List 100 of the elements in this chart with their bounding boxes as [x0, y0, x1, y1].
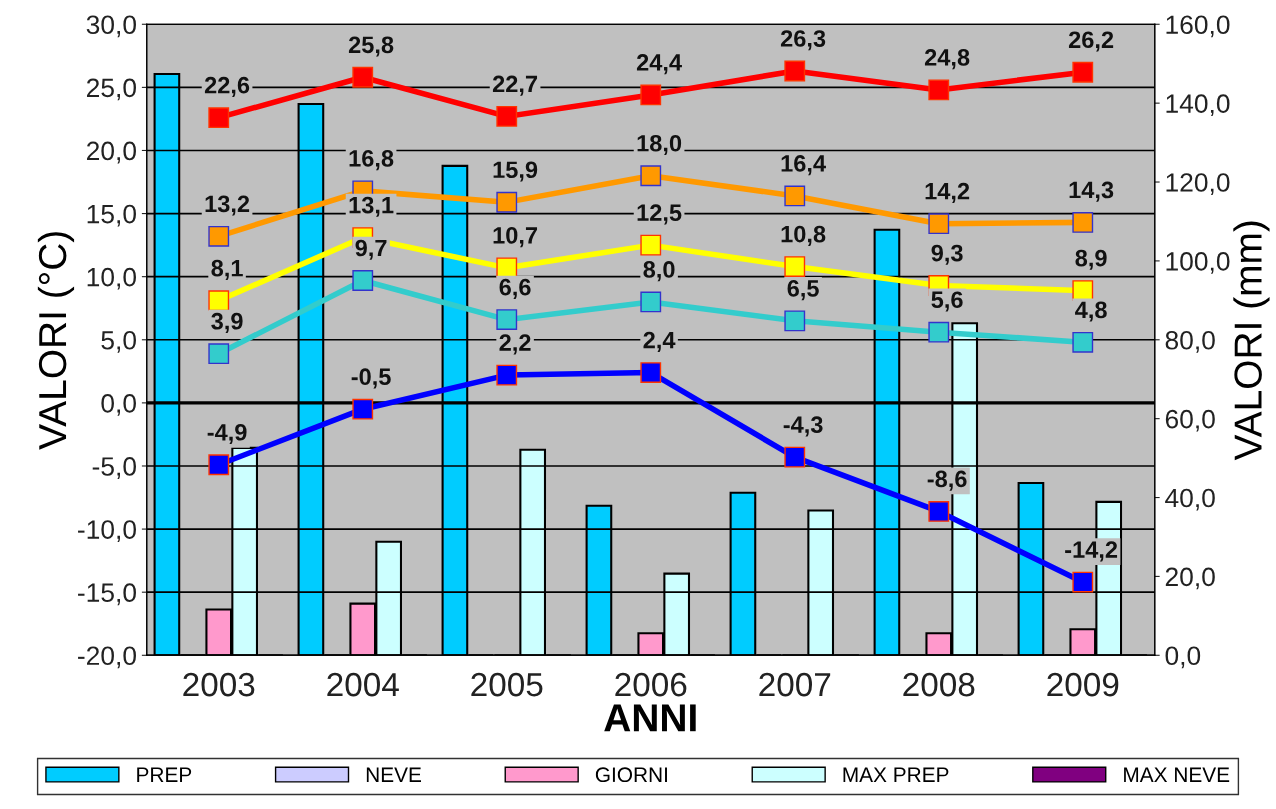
data-label: 26,2	[1068, 31, 1114, 52]
data-label: 6,5	[787, 280, 819, 301]
point	[496, 105, 518, 127]
point	[928, 79, 950, 101]
point	[640, 84, 662, 106]
x-tick-label: 2008	[903, 672, 975, 697]
data-label: 10,8	[781, 225, 826, 246]
point	[208, 343, 230, 365]
data-label: 22,6	[204, 76, 250, 97]
legend-label: NEVE	[366, 767, 422, 782]
point	[1072, 211, 1094, 233]
x-tick-label: 2006	[615, 672, 687, 697]
point	[784, 185, 806, 207]
point	[784, 446, 806, 468]
data-label: 10,7	[493, 227, 538, 248]
point	[640, 362, 662, 384]
y-tick-label: 30,0	[86, 15, 136, 38]
y-tick-label: -20,0	[78, 646, 136, 669]
data-label: -4,3	[783, 416, 823, 437]
point	[784, 60, 806, 82]
y-tick-label: 15,0	[87, 204, 136, 227]
y2-tick-label: 40,0	[1165, 488, 1215, 511]
data-label: -4,9	[207, 423, 247, 445]
y-tick-label: 10,0	[87, 267, 136, 290]
legend-label: MAX PREP	[843, 767, 949, 782]
data-label: 18,0	[637, 134, 682, 156]
point	[496, 191, 518, 213]
data-label: 6,6	[499, 278, 531, 299]
point	[928, 213, 950, 235]
x-tick-label: 2004	[327, 672, 399, 697]
y2-tick-label: 60,0	[1165, 409, 1215, 432]
point	[208, 107, 230, 129]
data-label: 24,8	[924, 49, 970, 70]
point	[1072, 331, 1094, 353]
data-label: 14,2	[925, 182, 970, 203]
data-label: -14,2	[1065, 541, 1118, 562]
data-label: 15,9	[493, 161, 538, 182]
data-label: 8,0	[643, 261, 675, 282]
y-tick-label: 5,0	[101, 330, 136, 353]
data-label: 9,7	[355, 239, 387, 260]
y2-axis-title: VALORI (mm)	[1233, 221, 1270, 461]
legend-label: MAX NEVE	[1124, 767, 1230, 782]
point	[352, 66, 374, 88]
y-tick-label: 20,0	[86, 141, 136, 164]
y2-tick-label: 160,0	[1166, 15, 1230, 38]
data-label: 3,9	[211, 312, 243, 333]
data-label: 4,8	[1075, 301, 1107, 322]
point	[640, 291, 662, 313]
y-axis-title: VALORI (°C)	[37, 232, 75, 450]
data-label: 16,8	[349, 150, 394, 171]
y-tick-label: 25,0	[86, 78, 136, 101]
legend-label: PREP	[137, 767, 192, 782]
point	[352, 398, 374, 420]
point	[352, 270, 374, 291]
data-label: 25,8	[348, 36, 394, 57]
data-label: -8,6	[927, 470, 967, 491]
data-label: 24,4	[636, 54, 682, 75]
y2-tick-label: 100,0	[1166, 252, 1230, 274]
y2-tick-label: 20,0	[1165, 567, 1215, 590]
y-tick-label: -15,0	[78, 583, 136, 606]
point	[784, 310, 806, 332]
y-tick-label: -5,0	[92, 457, 136, 479]
point	[1072, 61, 1094, 83]
y2-tick-label: 0,0	[1165, 646, 1201, 669]
point	[640, 234, 662, 256]
point	[496, 364, 518, 386]
x-axis-title: ANNI	[604, 704, 696, 732]
data-label: 16,4	[781, 155, 826, 176]
x-tick-label: 2009	[1047, 672, 1119, 697]
data-label: 22,7	[492, 75, 538, 96]
x-tick-label: 2005	[471, 672, 543, 697]
data-label: 13,2	[205, 195, 250, 216]
legend-label: GIORNI	[595, 767, 667, 783]
data-label: 14,3	[1069, 181, 1114, 202]
data-label: 5,6	[931, 291, 963, 312]
data-label: 2,2	[499, 334, 531, 355]
point	[208, 225, 230, 247]
point	[928, 321, 950, 343]
x-tick-label: 2007	[759, 672, 831, 697]
y2-tick-label: 140,0	[1166, 94, 1230, 117]
data-label: 8,1	[211, 259, 243, 280]
y-tick-label: 0,0	[101, 394, 136, 416]
point	[1072, 571, 1094, 593]
point	[784, 256, 806, 277]
point	[208, 454, 230, 476]
y2-tick-label: 120,0	[1166, 173, 1230, 195]
data-label: -0,5	[351, 368, 391, 389]
y-tick-label: -10,0	[78, 520, 136, 543]
data-label: 2,4	[643, 331, 676, 352]
point	[928, 501, 950, 522]
data-label: 8,9	[1075, 249, 1107, 270]
point	[208, 290, 230, 312]
y2-tick-label: 80,0	[1165, 330, 1215, 353]
data-label: 13,1	[349, 196, 394, 217]
data-label: 26,3	[780, 30, 826, 51]
data-label: 9,3	[931, 244, 963, 265]
x-tick-label: 2003	[183, 672, 255, 697]
data-label: 12,5	[637, 204, 682, 225]
point	[640, 165, 662, 187]
point	[496, 309, 518, 331]
